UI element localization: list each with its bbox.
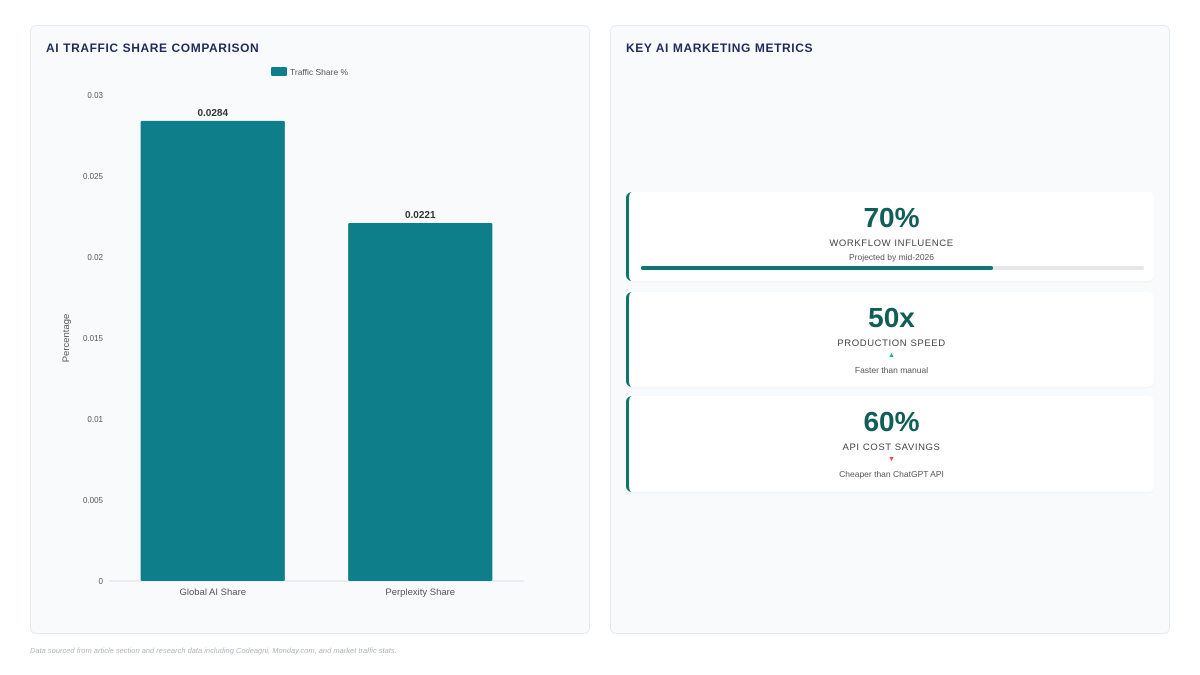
metric-label: API COST SAVINGS: [842, 442, 941, 453]
chart-title: AI TRAFFIC SHARE COMPARISON: [46, 41, 260, 55]
metric-value: 60%: [863, 406, 920, 437]
legend-swatch: [271, 67, 287, 76]
y-tick-label: 0.02: [87, 253, 103, 262]
trend-up-icon: ▲: [888, 352, 895, 359]
metric-note: Cheaper than ChatGPT API: [839, 469, 944, 479]
metric-value: 50x: [868, 302, 915, 333]
y-tick-label: 0: [99, 577, 104, 586]
metric-card-production-speed: 50x PRODUCTION SPEED ▲ Faster than manua…: [626, 292, 1154, 387]
metrics-title: KEY AI MARKETING METRICS: [626, 41, 814, 55]
metric-value: 70%: [863, 202, 920, 233]
data-label: 0.0221: [405, 210, 436, 221]
progress-bar: [641, 266, 1144, 270]
bar-chart: 0 0.005 0.01 0.015 0.02 0.025 0.03 Percentage 0.…: [61, 67, 524, 598]
metric-card-workflow-influence: 70% WORKFLOW INFLUENCE Projected by mid-…: [626, 192, 1154, 281]
y-tick-label: 0.005: [83, 496, 104, 505]
metric-note: Projected by mid-2026: [848, 252, 935, 262]
metric-label: WORKFLOW INFLUENCE: [829, 238, 954, 249]
bar: [140, 120, 285, 582]
metric-note: Faster than manual: [854, 365, 929, 375]
y-tick-label: 0.015: [83, 334, 104, 343]
x-tick-label: Perplexity Share: [385, 587, 455, 598]
metrics-panel: KEY AI MARKETING METRICS 70% WORKFLOW IN…: [610, 25, 1170, 634]
progress-fill: [641, 266, 994, 270]
footnote: Data sourced from article section and re…: [30, 646, 397, 655]
y-tick-label: 0.01: [87, 415, 103, 424]
x-tick-label: Global AI Share: [179, 587, 246, 598]
chart-panel: AI TRAFFIC SHARE COMPARISON 0 0.005 0.01 0.…: [30, 25, 590, 634]
y-tick-label: 0.03: [87, 91, 103, 100]
y-tick-label: 0.025: [83, 172, 104, 181]
legend-label: Traffic Share %: [290, 67, 349, 77]
metric-card-api-cost-savings: 60% API COST SAVINGS ▼ Cheaper than Chat…: [626, 396, 1154, 492]
metric-label: PRODUCTION SPEED: [837, 338, 946, 349]
data-label: 0.0284: [197, 108, 228, 119]
bar: [348, 222, 493, 582]
y-axis-label: Percentage: [61, 314, 72, 363]
trend-down-icon: ▼: [888, 456, 895, 463]
